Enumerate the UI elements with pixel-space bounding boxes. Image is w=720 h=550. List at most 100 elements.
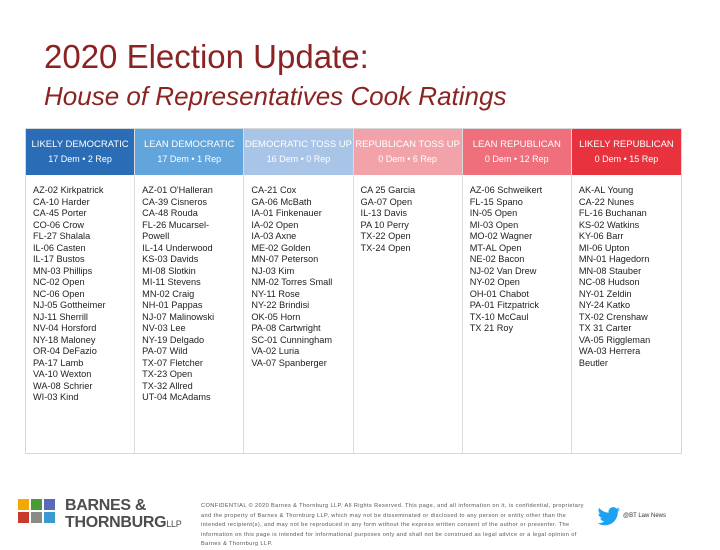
district-item: CO-06 Crow xyxy=(33,219,85,230)
logo-square xyxy=(18,499,29,510)
district-item: Powell xyxy=(142,231,170,241)
district-item: PA-08 Cartwright xyxy=(251,323,321,333)
column-seat-counts: 16 Dem • 0 Rep xyxy=(266,154,331,164)
district-item: CA-21 Cox xyxy=(251,185,297,195)
district-item: NY-18 Maloney xyxy=(33,334,96,345)
logo-square xyxy=(31,499,42,510)
district-item: MN-01 Hagedorn xyxy=(578,254,650,264)
column-header: DEMOCRATIC TOSS UP 16 Dem • 0 Rep xyxy=(244,129,353,175)
district-item: MN-03 Phillips xyxy=(33,265,93,276)
district-item: NY-01 Zeldin xyxy=(578,288,632,299)
district-item: NY-11 Rose xyxy=(251,288,300,299)
district-item: VA-07 Spanberger xyxy=(251,357,327,368)
district-item: PA 10 Perry xyxy=(360,219,409,230)
district-item: OH-01 Chabot xyxy=(469,288,529,299)
district-item: TX-32 Allred xyxy=(142,380,193,391)
district-item: WA-08 Schrier xyxy=(33,380,93,391)
column-seat-counts: 0 Dem • 12 Rep xyxy=(484,154,549,164)
barnes-thornburg-logo: BARNES & THORNBURGLLP xyxy=(18,497,198,533)
rating-column: LIKELY REPUBLICAN 0 Dem • 15 Rep AK-AL You… xyxy=(571,129,682,453)
logo-square xyxy=(31,512,42,523)
district-item: CA-45 Porter xyxy=(33,208,87,218)
rating-column: REPUBLICAN TOSS UP 0 Dem • 6 Rep CA 25 Gar… xyxy=(353,129,463,453)
column-heading: LEAN REPUBLICAN xyxy=(472,139,561,150)
district-item: NY-24 Katko xyxy=(578,300,631,310)
district-item: VA-05 Riggleman xyxy=(578,334,651,345)
district-item: MI-06 Upton xyxy=(578,242,630,253)
district-item: TX-24 Open xyxy=(360,242,411,253)
district-item: AZ-01 O'Halleran xyxy=(142,185,213,195)
district-item: IL-14 Underwood xyxy=(142,242,213,253)
district-item: PA-17 Lamb xyxy=(33,357,84,368)
district-item: IA-01 Finkenauer xyxy=(251,208,322,218)
district-item: VA-10 Wexton xyxy=(33,369,92,379)
district-item: VA-02 Luria xyxy=(251,346,300,356)
district-item: TX 31 Carter xyxy=(578,323,632,333)
slide-title: 2020 Election Update: xyxy=(44,38,369,75)
district-item: Beutler xyxy=(578,357,608,368)
column-seat-counts: 17 Dem • 2 Rep xyxy=(48,154,112,164)
column-heading: LIKELY REPUBLICAN xyxy=(579,139,674,150)
district-item: IL-06 Casten xyxy=(33,242,86,253)
confidentiality-disclaimer: CONFIDENTIAL © 2020 Barnes & Thornburg L… xyxy=(201,503,584,547)
district-item: NC-06 Open xyxy=(33,288,85,299)
column-header: REPUBLICAN TOSS UP 0 Dem • 6 Rep xyxy=(353,129,462,175)
district-item: NM-02 Torres Small xyxy=(251,277,333,287)
column-heading: REPUBLICAN TOSS UP xyxy=(355,139,460,150)
district-item: NV-03 Lee xyxy=(142,323,186,333)
district-item: ME-02 Golden xyxy=(251,242,311,253)
district-item: SC-01 Cunningham xyxy=(251,334,333,345)
district-item: TX-10 McCaul xyxy=(469,311,529,322)
rating-column: LIKELY DEMOCRATIC 17 Dem • 2 Rep AZ-02 Kir… xyxy=(26,129,136,453)
district-item: FL-26 Mucarsel- xyxy=(142,219,210,230)
column-seat-counts: 17 Dem • 1 Rep xyxy=(157,154,222,164)
district-item: KS-02 Watkins xyxy=(578,219,640,230)
district-item: NC-08 Hudson xyxy=(578,277,640,287)
district-item: IA-02 Open xyxy=(251,219,299,230)
district-list: CA 25 Garcia GA-07 Open IL-13 Davis PA 10 P… xyxy=(354,175,462,254)
district-item: UT-04 McAdams xyxy=(142,392,211,402)
district-item: CA-48 Rouda xyxy=(142,208,198,218)
district-list: AK-AL Young CA-22 Nunes FL-16 Buchanan KS-0… xyxy=(572,175,681,369)
district-item: TX-07 Fletcher xyxy=(142,357,203,368)
district-item: FL-15 Spano xyxy=(469,196,523,207)
district-item: NJ-07 Malinowski xyxy=(142,311,215,322)
logo-square xyxy=(18,512,29,523)
twitter-icon xyxy=(597,507,620,526)
twitter-handle: @BT Law News xyxy=(623,513,666,519)
logo-line-2: THORNBURG xyxy=(65,514,167,531)
logo-line-1: BARNES & xyxy=(65,497,147,514)
district-item: CA-39 Cisneros xyxy=(142,196,208,207)
column-heading: DEMOCRATIC TOSS UP xyxy=(244,139,352,150)
district-item: TX-23 Open xyxy=(142,369,193,379)
district-item: TX-22 Open xyxy=(360,231,411,241)
district-item: NC-02 Open xyxy=(33,277,85,287)
district-item: KY-06 Barr xyxy=(578,231,624,241)
district-item: NJ-02 Van Drew xyxy=(469,265,537,276)
district-item: NY-22 Brindisi xyxy=(251,300,310,310)
district-item: AZ-06 Schweikert xyxy=(469,185,543,195)
logo-square xyxy=(44,512,55,523)
district-item: MI-08 Slotkin xyxy=(142,265,196,276)
district-item: FL-16 Buchanan xyxy=(578,208,647,218)
district-item: GA-07 Open xyxy=(360,196,413,207)
district-item: MN-02 Craig xyxy=(142,288,195,299)
district-list: AZ-06 Schweikert FL-15 Spano IN-05 Open MI-… xyxy=(463,175,571,335)
column-header: LIKELY REPUBLICAN 0 Dem • 15 Rep xyxy=(571,129,682,175)
district-item: MO-02 Wagner xyxy=(469,231,533,241)
column-heading: LIKELY DEMOCRATIC xyxy=(31,139,129,150)
logo-square xyxy=(44,499,55,510)
district-item: MN-08 Stauber xyxy=(578,265,642,276)
district-item: PA-07 Wild xyxy=(142,346,188,356)
column-seat-counts: 0 Dem • 15 Rep xyxy=(594,154,659,164)
district-list: AZ-02 Kirkpatrick CA-10 Harder CA-45 Porte… xyxy=(26,175,134,404)
district-item: NY-19 Delgado xyxy=(142,334,205,345)
rating-column: DEMOCRATIC TOSS UP 16 Dem • 0 Rep CA-21 Co… xyxy=(244,129,354,453)
district-item: AZ-02 Kirkpatrick xyxy=(33,185,104,195)
district-item: WI-03 Kind xyxy=(33,392,79,402)
district-item: NJ-11 Sherrill xyxy=(33,311,88,322)
logo-llp: LLP xyxy=(166,519,182,529)
district-item: FL-27 Shalala xyxy=(33,231,91,241)
column-header: LEAN REPUBLICAN 0 Dem • 12 Rep xyxy=(462,129,571,175)
district-item: CA-10 Harder xyxy=(33,196,90,207)
